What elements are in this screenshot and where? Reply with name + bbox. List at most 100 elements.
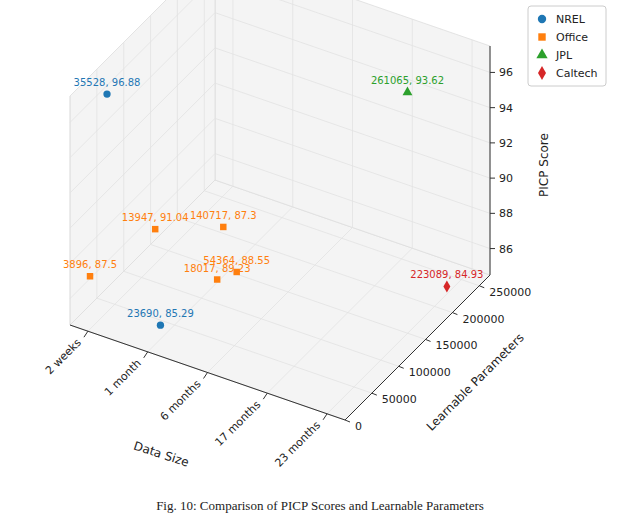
x-tick xyxy=(204,373,208,379)
grid-line xyxy=(215,118,490,213)
legend-marker xyxy=(538,66,546,80)
legend-label: JPL xyxy=(555,49,573,62)
panes xyxy=(70,0,490,420)
y-tick-label: 50000 xyxy=(382,393,417,406)
y-tick-label: 150000 xyxy=(436,339,478,352)
grid-line xyxy=(70,0,215,122)
grid-line xyxy=(215,83,490,178)
y-tick-label: 100000 xyxy=(409,366,451,379)
legend: NREL Office JPL Caltech xyxy=(528,6,606,86)
point xyxy=(443,280,450,292)
y-axis-title: Learnable Parameters xyxy=(424,331,527,434)
y-tick xyxy=(345,420,350,422)
grid-line xyxy=(215,154,490,249)
grid-line xyxy=(70,48,215,193)
x-tick xyxy=(144,352,148,358)
legend-frame xyxy=(528,6,606,86)
point xyxy=(214,276,220,282)
data-labels: 35528, 96.88 23690, 85.29 3896, 87.5 13947,… xyxy=(63,75,483,319)
grid xyxy=(70,0,490,420)
legend-label: Caltech xyxy=(556,67,598,80)
grid-line xyxy=(177,218,452,313)
data-label: 3896, 87.5 xyxy=(63,259,117,270)
x-tick xyxy=(323,414,327,420)
grid-line xyxy=(352,0,353,228)
grid-line xyxy=(150,15,151,244)
y-tick xyxy=(372,393,377,395)
axes: 2 weeks 1 month 6 months17 months23 months… xyxy=(43,46,531,470)
z-tick xyxy=(490,213,495,214)
point xyxy=(157,322,164,329)
data-label: 23690, 85.29 xyxy=(127,308,194,319)
grid-line xyxy=(204,0,205,191)
grid-line xyxy=(70,325,345,420)
grid-line xyxy=(232,0,233,186)
x-tick-label: 17 months xyxy=(213,398,264,449)
point xyxy=(220,224,226,230)
grid-line xyxy=(124,271,399,366)
grid-line xyxy=(412,19,413,248)
grid-line xyxy=(215,48,490,143)
grid-line xyxy=(208,228,353,373)
point xyxy=(87,273,93,279)
caption: Fig. 10: Comparison of PICP Scores and L… xyxy=(156,498,484,513)
y-tick xyxy=(426,339,431,341)
x-tick-label: 2 weeks xyxy=(43,336,84,377)
y-tick xyxy=(452,313,457,315)
grid-line xyxy=(70,118,215,263)
data-label: 13947, 91.04 xyxy=(122,212,189,223)
data-label: 140717, 87.3 xyxy=(190,210,257,221)
grid-line xyxy=(70,96,71,325)
z-tick xyxy=(490,248,495,249)
z-tick xyxy=(490,178,495,179)
z-tick-label: 94 xyxy=(499,102,513,115)
point xyxy=(152,226,158,232)
grid-line xyxy=(215,13,490,108)
x-tick xyxy=(84,331,88,337)
x-tick xyxy=(263,393,267,399)
z-axis-title: PICP Score xyxy=(537,133,551,197)
grid-line xyxy=(215,0,490,72)
z-tick xyxy=(490,107,495,108)
grid-line xyxy=(97,298,372,393)
points xyxy=(87,87,451,329)
z-tick xyxy=(490,142,495,143)
legend-label: NREL xyxy=(556,13,586,26)
grid-line xyxy=(292,0,293,207)
data-label: 223089, 84.93 xyxy=(410,269,483,280)
chart: 2 weeks 1 month 6 months17 months23 months… xyxy=(0,0,640,521)
grid-line xyxy=(472,40,473,269)
z-tick-label: 96 xyxy=(499,66,513,79)
z-tick-label: 88 xyxy=(499,207,513,220)
grid-line xyxy=(70,83,215,228)
legend-marker xyxy=(536,48,547,58)
grid-line xyxy=(151,244,426,339)
y-tick-label: 200000 xyxy=(462,313,504,326)
z-tick-label: 86 xyxy=(499,243,513,256)
z-tick-label: 90 xyxy=(499,172,513,185)
legend-marker xyxy=(538,15,546,23)
x-tick-label: 6 months xyxy=(158,377,204,423)
y-tick xyxy=(479,286,484,288)
point xyxy=(103,90,110,97)
grid-line xyxy=(177,0,178,218)
pane xyxy=(215,0,490,275)
x-tick-label: 1 month xyxy=(102,357,144,399)
z-tick xyxy=(490,72,495,73)
data-label: 35528, 96.88 xyxy=(74,77,141,88)
grid-line xyxy=(70,13,215,158)
point xyxy=(403,87,413,96)
data-label: 261065, 93.62 xyxy=(371,75,444,86)
x-axis-line xyxy=(70,325,345,420)
y-tick xyxy=(399,366,404,368)
grid-line xyxy=(70,154,215,299)
x-axis-title: Data Size xyxy=(132,439,191,470)
legend-label: Office xyxy=(556,31,588,44)
z-axis-line xyxy=(490,46,491,275)
grid-line xyxy=(267,248,412,393)
data-label: 18017, 89.23 xyxy=(184,263,251,274)
y-tick-label: 0 xyxy=(355,420,362,433)
x-tick-label: 23 months xyxy=(272,419,323,470)
z-tick-label: 92 xyxy=(499,137,513,150)
y-tick-label: 250000 xyxy=(489,286,531,299)
